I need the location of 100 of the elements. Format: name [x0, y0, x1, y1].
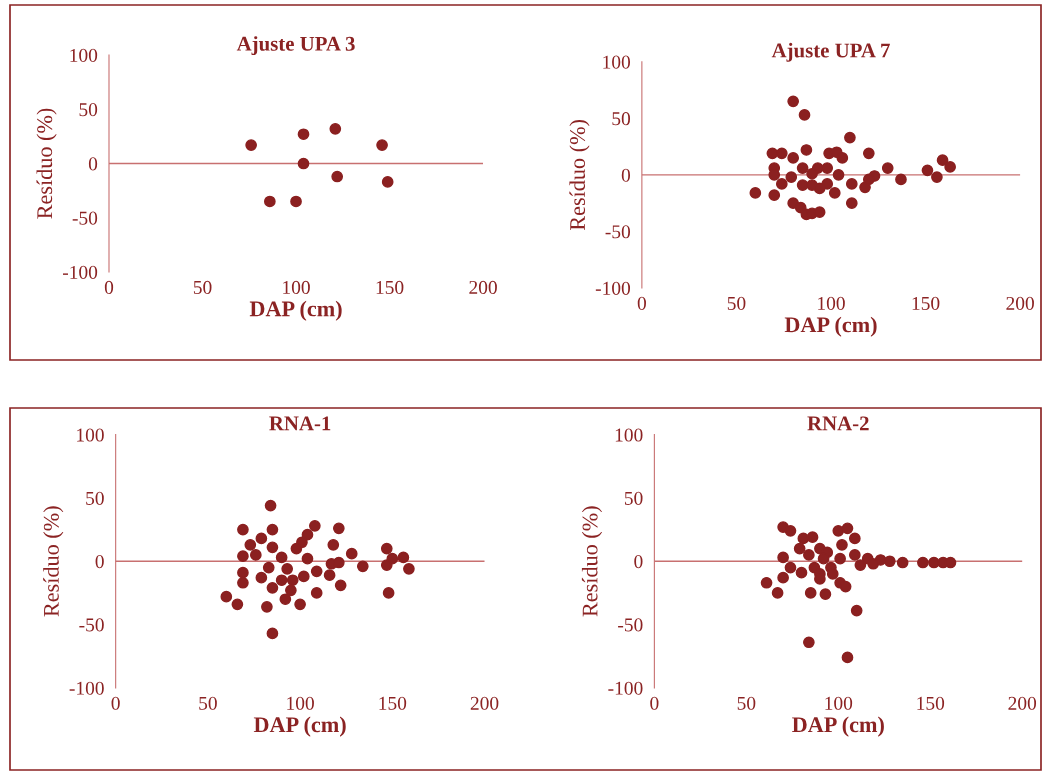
point	[844, 131, 856, 144]
point	[836, 152, 849, 164]
point	[839, 580, 852, 593]
x-tick-label: 100	[287, 696, 314, 710]
point	[760, 576, 773, 589]
point	[821, 162, 834, 174]
point	[787, 152, 800, 164]
point	[310, 565, 323, 578]
point	[771, 587, 784, 599]
point	[290, 195, 302, 208]
y-axis-title: Resíduo (%)	[36, 108, 57, 219]
point	[777, 571, 789, 584]
point	[323, 569, 336, 582]
point	[854, 559, 867, 571]
x-tick-label: 50	[727, 296, 746, 310]
x-tick-label: 50	[199, 696, 217, 710]
y-tick-label: -50	[618, 618, 643, 632]
point	[896, 556, 909, 569]
y-tick-label: 0	[88, 157, 98, 171]
point	[832, 169, 845, 181]
point	[356, 560, 369, 573]
point	[785, 171, 798, 183]
point	[813, 182, 826, 195]
y-tick-label: 0	[634, 555, 643, 569]
point	[796, 179, 809, 191]
y-tick-label: 100	[77, 428, 104, 442]
point	[285, 584, 297, 597]
x-tick-label: 150	[376, 280, 404, 294]
point	[917, 556, 929, 569]
point	[255, 571, 268, 584]
point	[841, 651, 854, 664]
x-tick-label: 0	[111, 696, 120, 710]
x-axis-title: DAP (cm)	[792, 716, 884, 737]
x-tick-label: 100	[825, 696, 853, 710]
point	[297, 570, 310, 583]
x-tick-label: 200	[470, 696, 499, 710]
y-axis-title: Resíduo (%)	[569, 119, 590, 231]
x-tick-label: 0	[104, 280, 114, 294]
point	[826, 568, 839, 580]
point	[832, 525, 845, 537]
chart-title: RNA-1	[269, 416, 331, 431]
chart-title: Ajuste UPA 3	[236, 36, 355, 56]
point	[862, 173, 875, 186]
point	[845, 197, 858, 209]
point	[819, 588, 832, 601]
x-tick-label: 100	[283, 280, 310, 294]
point	[237, 566, 249, 579]
y-tick-label: -50	[79, 618, 104, 632]
x-axis-title: DAP (cm)	[784, 316, 877, 337]
point	[848, 549, 861, 561]
point	[264, 195, 276, 208]
point	[275, 551, 288, 564]
point	[345, 547, 358, 560]
y-tick-label: -100	[62, 265, 98, 279]
point	[281, 562, 294, 575]
point	[266, 523, 279, 536]
point	[836, 538, 848, 551]
point	[301, 528, 314, 541]
y-tick-label: 100	[603, 55, 631, 69]
chart-title: RNA-2	[807, 416, 869, 431]
point	[787, 95, 800, 108]
point	[828, 187, 841, 199]
point	[275, 574, 288, 587]
point	[803, 549, 815, 561]
point	[804, 587, 817, 599]
point	[921, 164, 934, 177]
point	[329, 122, 342, 135]
point	[777, 551, 789, 564]
point	[848, 532, 861, 545]
point	[895, 173, 907, 186]
point	[931, 171, 943, 183]
y-tick-label: 100	[70, 48, 98, 62]
y-tick-label: -100	[608, 681, 643, 695]
y-tick-label: 50	[86, 491, 104, 505]
x-tick-label: 150	[917, 696, 945, 710]
y-tick-label: 100	[615, 428, 643, 442]
point	[867, 557, 880, 570]
point	[800, 144, 813, 156]
y-axis-title: Resíduo (%)	[43, 506, 64, 617]
point	[796, 162, 809, 174]
chart-title: Ajuste UPA 7	[771, 42, 890, 62]
point	[297, 157, 310, 170]
point	[403, 562, 415, 575]
point	[237, 576, 249, 589]
y-tick-label: -50	[605, 225, 631, 239]
point	[266, 581, 279, 594]
x-tick-label: 50	[737, 696, 756, 710]
point	[795, 566, 808, 579]
point	[944, 161, 956, 173]
point	[266, 627, 279, 640]
point	[806, 531, 819, 544]
point	[264, 499, 277, 512]
point	[380, 542, 393, 555]
point	[249, 549, 262, 561]
point	[294, 598, 306, 611]
x-tick-label: 150	[912, 296, 940, 310]
point	[841, 522, 854, 535]
y-tick-label: 0	[621, 168, 631, 182]
y-tick-label: 0	[95, 555, 104, 569]
point	[803, 636, 815, 649]
